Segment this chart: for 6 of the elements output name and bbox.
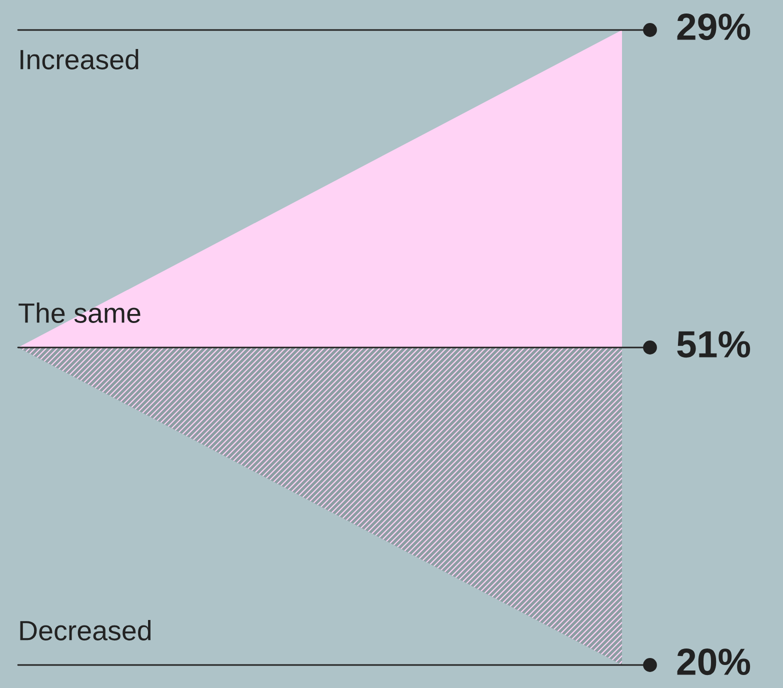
data-label: 20% — [677, 648, 750, 676]
category-label: Decreased — [20, 620, 151, 640]
category-label: The same — [18, 302, 140, 323]
category-label: Increased — [20, 49, 138, 70]
data-label: 51% — [677, 331, 750, 358]
data-label: 29% — [677, 14, 750, 40]
